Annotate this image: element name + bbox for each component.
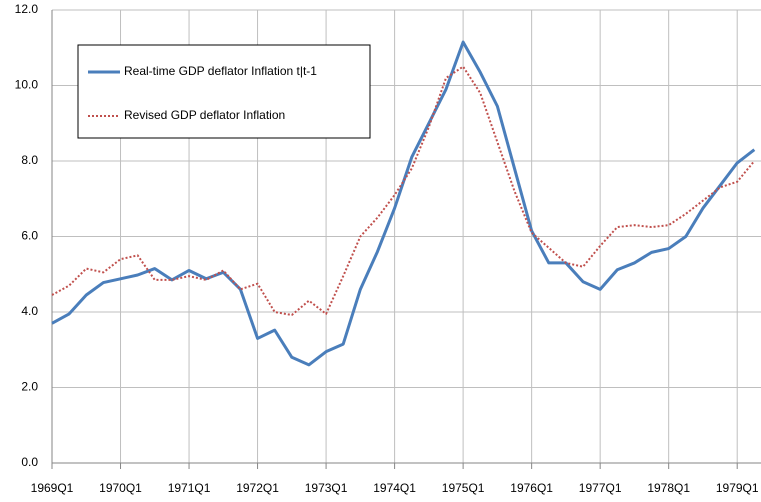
y-tick-label: 10.0 — [15, 78, 39, 92]
series-line — [51, 65, 756, 317]
legend-label: Revised GDP deflator Inflation — [124, 108, 285, 122]
x-tick-label: 1969Q1 — [31, 481, 74, 495]
x-tick-label: 1974Q1 — [373, 481, 416, 495]
x-tick-label: 1973Q1 — [305, 481, 348, 495]
y-tick-label: 2.0 — [21, 380, 38, 394]
x-tick-label: 1977Q1 — [579, 481, 622, 495]
y-tick-label: 0.0 — [21, 455, 38, 469]
y-tick-label: 6.0 — [21, 229, 38, 243]
x-tick-label: 1975Q1 — [442, 481, 485, 495]
x-tick-label: 1970Q1 — [99, 481, 142, 495]
x-tick-label: 1979Q1 — [716, 481, 759, 495]
x-tick-label: 1972Q1 — [236, 481, 279, 495]
x-tick-label: 1976Q1 — [510, 481, 553, 495]
x-tick-label: 1978Q1 — [647, 481, 690, 495]
y-tick-label: 8.0 — [21, 153, 38, 167]
y-tick-label: 4.0 — [21, 304, 38, 318]
legend-label: Real-time GDP deflator Inflation t|t-1 — [124, 64, 317, 78]
x-tick-label: 1971Q1 — [168, 481, 211, 495]
y-tick-label: 12.0 — [15, 2, 39, 16]
legend: Real-time GDP deflator Inflation t|t-1 Re… — [77, 44, 371, 139]
legend-box — [77, 44, 371, 139]
